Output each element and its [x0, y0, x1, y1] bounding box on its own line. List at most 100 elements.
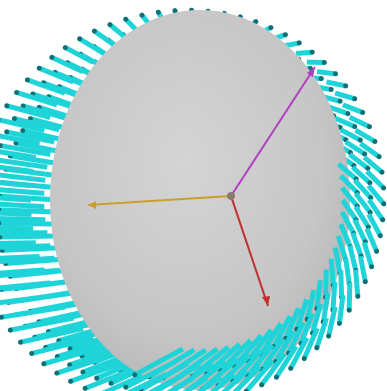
glyph-bar [19, 325, 84, 345]
glyph-tip [380, 217, 386, 223]
glyph-tip [132, 372, 138, 378]
y-axis-line [230, 66, 316, 197]
glyph-bar [6, 103, 51, 120]
glyph-tip [362, 279, 368, 285]
glyph-bar [166, 375, 195, 391]
glyph-bar [0, 164, 34, 174]
glyph-tip [301, 356, 307, 362]
glyph-tip [333, 71, 338, 77]
glyph-tip [54, 370, 60, 376]
glyph-tip [367, 210, 373, 215]
glyph-bar [6, 129, 55, 145]
glyph-tip [62, 45, 68, 51]
glyph-tip [369, 264, 375, 270]
glyph-bar [0, 149, 37, 160]
glyph-bar [0, 292, 58, 306]
glyph-tip [14, 90, 20, 95]
glyph-bar [0, 201, 45, 210]
glyph-bar [259, 352, 287, 387]
glyph-tip [4, 129, 10, 135]
glyph-tip [309, 49, 315, 55]
glyph-bar [336, 162, 358, 181]
glyph-bar [0, 304, 66, 320]
glyph-tip [343, 83, 349, 89]
glyph-bar [353, 205, 371, 229]
glyph-bar [13, 116, 60, 133]
glyph-bar [69, 358, 129, 384]
glyph-tip [29, 351, 35, 356]
glyph-bar [354, 127, 377, 144]
glyph-tip [0, 314, 4, 320]
glyph-tip [326, 333, 332, 339]
glyph-bar [246, 328, 274, 363]
glyph-bar [196, 374, 222, 391]
glyph-bar [0, 172, 46, 183]
glyph-tip [94, 375, 100, 381]
glyph-bar [326, 306, 338, 337]
glyph-bar [314, 279, 323, 309]
glyph-bar [332, 247, 343, 274]
glyph-bar [316, 69, 336, 77]
glyph-bar [347, 245, 359, 271]
glyph-bar [38, 65, 75, 85]
glyph-tip [377, 233, 383, 239]
glyph-bar [353, 191, 373, 215]
glyph-tip [123, 16, 129, 22]
glyph-bar [338, 174, 360, 195]
glyph-bar [364, 227, 379, 253]
glyph-bar [348, 114, 371, 129]
glyph-bar [286, 321, 306, 355]
glyph-bar [0, 225, 34, 232]
glyph-bar [218, 338, 253, 373]
glyph-tip [337, 98, 343, 104]
glyph-bar [348, 152, 370, 171]
glyph-bar [352, 218, 368, 243]
glyph-bar [0, 210, 32, 217]
glyph-bar [340, 186, 360, 208]
glyph-bar [295, 49, 313, 56]
glyph-bar [15, 90, 58, 108]
glyph-bar [64, 45, 95, 65]
central-sphere [50, 10, 350, 390]
glyph-tip [243, 388, 249, 391]
glyph-bar [0, 233, 62, 240]
glyph-bar [209, 372, 236, 391]
glyph-bar [1, 245, 65, 253]
glyph-tip [372, 139, 378, 144]
glyph-bar [0, 180, 32, 189]
glyph-tip [4, 103, 10, 109]
glyph-bar [328, 258, 336, 286]
glyph-bar [353, 269, 361, 297]
glyph-bar [346, 282, 353, 311]
glyph-bar [221, 369, 249, 391]
origin-point [227, 192, 235, 200]
glyph-bar [126, 372, 168, 391]
glyph-tip [379, 169, 385, 175]
glyph-tip [123, 384, 129, 390]
glyph-bar [259, 322, 284, 356]
glyph-bar [350, 165, 372, 185]
glyph-bar [0, 280, 51, 291]
glyph-bar [26, 77, 66, 96]
glyph-bar [273, 329, 296, 364]
glyph-bar [0, 216, 46, 223]
glyph-bar [366, 183, 386, 206]
glyph-tip [381, 185, 387, 191]
glyph-bar [0, 143, 51, 157]
glyph-tip [374, 248, 380, 254]
glyph-tip [36, 65, 42, 71]
glyph-bar [344, 139, 367, 157]
glyph-tip [49, 54, 55, 60]
glyph-bar [336, 235, 349, 261]
glyph-tip [345, 111, 351, 117]
glyph-bar [232, 364, 262, 391]
glyph-tip [366, 124, 372, 130]
glyph-bar [0, 187, 45, 196]
glyph-tip [259, 382, 265, 388]
glyph-tip [80, 369, 86, 375]
glyph-bar [0, 255, 55, 264]
glyph-bar [283, 307, 301, 340]
glyph-bar [323, 269, 329, 298]
